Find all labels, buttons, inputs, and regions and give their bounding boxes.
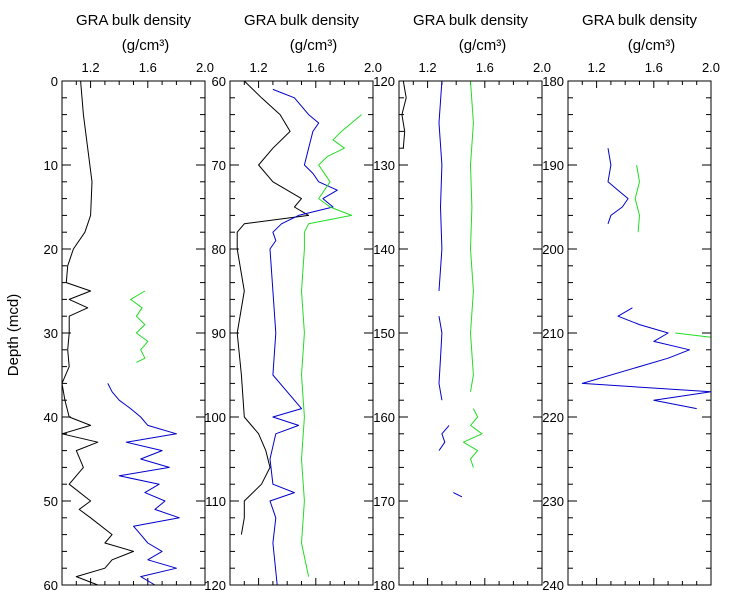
y-tick-label: 230 xyxy=(542,494,564,509)
y-tick-label: 100 xyxy=(204,410,226,425)
y-tick-label: 150 xyxy=(373,326,395,341)
green-density-trace xyxy=(301,114,362,577)
y-tick-label: 20 xyxy=(44,242,58,257)
panel-3: GRA bulk density (g/cm³) 1.2 1.6 2.0 120 130 14… xyxy=(373,12,551,593)
y-tick-label: 40 xyxy=(44,410,58,425)
panel-title: GRA bulk density xyxy=(413,12,529,29)
y-tick-label: 10 xyxy=(44,158,58,173)
green-density-trace xyxy=(634,164,640,233)
y-tick-label: 170 xyxy=(373,494,395,509)
blue-density-trace xyxy=(438,80,443,292)
y-tick-label: 240 xyxy=(542,578,564,593)
plot-frame xyxy=(229,80,374,586)
y-tick-label: 140 xyxy=(373,242,395,257)
x-tick-label: 1.2 xyxy=(82,60,100,75)
y-tick-label: 160 xyxy=(373,410,395,425)
plot-frame xyxy=(61,80,206,586)
x-tick-label: 1.2 xyxy=(419,60,437,75)
blue-density-trace xyxy=(438,425,450,451)
plot-frame xyxy=(567,80,712,586)
panel-2: GRA bulk density (g/cm³) 1.2 1.6 2.0 60 70 80 90… xyxy=(204,12,382,593)
plot-frame xyxy=(398,80,543,586)
y-tick-label: 60 xyxy=(212,74,226,89)
y-tick-label: 210 xyxy=(542,326,564,341)
panel-units: (g/cm³) xyxy=(459,37,507,54)
x-tick-label: 2.0 xyxy=(702,60,720,75)
x-tick-label: 1.6 xyxy=(139,60,157,75)
y-tick-label: 190 xyxy=(542,158,564,173)
green-density-trace xyxy=(675,332,712,338)
x-tick-label: 1.6 xyxy=(476,60,494,75)
y-tick-label: 120 xyxy=(373,74,395,89)
y-tick-label: 110 xyxy=(205,494,226,509)
blue-density-trace xyxy=(107,383,180,586)
y-tick-label: 30 xyxy=(44,326,58,341)
x-tick-label: 1.6 xyxy=(645,60,663,75)
panel-title: GRA bulk density xyxy=(244,12,360,29)
y-tick-label: 70 xyxy=(212,158,226,173)
y-tick-label: 180 xyxy=(373,578,395,593)
green-density-trace xyxy=(462,408,483,468)
panel-4: GRA bulk density (g/cm³) 1.2 1.6 2.0 180 190 20… xyxy=(542,12,720,593)
black-density-trace xyxy=(61,80,134,586)
blue-density-trace xyxy=(438,316,443,401)
y-axis-label: Depth (mcd) xyxy=(5,294,22,377)
x-tick-label: 1.2 xyxy=(588,60,606,75)
y-tick-label: 80 xyxy=(212,242,226,257)
x-tick-label: 2.0 xyxy=(533,60,551,75)
y-tick-label: 180 xyxy=(542,74,564,89)
green-density-trace xyxy=(470,80,474,392)
y-tick-label: 0 xyxy=(51,74,58,89)
y-tick-label: 130 xyxy=(373,158,395,173)
y-tick-label: 200 xyxy=(542,242,564,257)
blue-density-trace xyxy=(607,148,629,224)
panel-units: (g/cm³) xyxy=(122,37,170,54)
y-tick-label: 120 xyxy=(204,578,226,593)
blue-density-trace xyxy=(453,492,463,498)
x-tick-label: 1.2 xyxy=(250,60,268,75)
x-tick-label: 1.6 xyxy=(307,60,325,75)
panel-units: (g/cm³) xyxy=(290,37,338,54)
green-density-trace xyxy=(130,290,149,363)
panel-title: GRA bulk density xyxy=(582,12,698,29)
blue-density-trace xyxy=(581,307,712,410)
y-tick-label: 90 xyxy=(212,326,226,341)
y-tick-label: 60 xyxy=(44,578,58,593)
x-tick-label: 2.0 xyxy=(196,60,214,75)
panel-units: (g/cm³) xyxy=(628,37,676,54)
panel-title: GRA bulk density xyxy=(76,12,192,29)
x-tick-label: 2.0 xyxy=(364,60,382,75)
y-tick-label: 50 xyxy=(44,494,58,509)
y-tick-label: 220 xyxy=(542,410,564,425)
blue-density-trace xyxy=(269,88,338,586)
panel-1: GRA bulk density (g/cm³) 1.2 1.6 2.0 0 10 20 30 4… xyxy=(44,12,215,593)
black-density-trace xyxy=(236,80,310,535)
black-density-trace xyxy=(401,80,407,149)
